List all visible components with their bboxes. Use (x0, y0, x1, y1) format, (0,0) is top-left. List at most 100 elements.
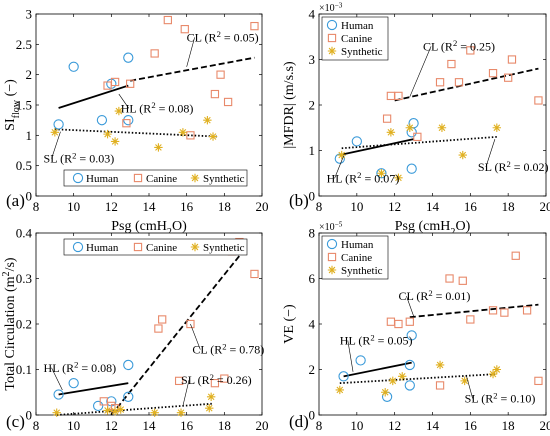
fit-annotation: HL (R2 = 0.08) (44, 360, 117, 375)
fit-line (339, 138, 414, 156)
data-point (388, 376, 397, 386)
legend-label: Human (341, 20, 374, 32)
y-axis-label: |MFDR| (m/s.s) (282, 61, 297, 149)
data-point (250, 21, 259, 31)
data-point (488, 369, 498, 379)
data-point (394, 173, 403, 182)
data-point (52, 408, 61, 417)
annotation-leader (118, 93, 129, 109)
y-tick-label: 6 (309, 271, 316, 286)
panel-label: (b) (289, 191, 309, 210)
y-tick-label: 3 (26, 7, 33, 22)
series-canine (386, 251, 543, 390)
data-point (458, 150, 467, 160)
legend-label: Synthetic (341, 46, 383, 58)
legend: Human Canine Synthetic (63, 169, 248, 187)
legend-marker (327, 265, 337, 275)
x-tick-label: 16 (180, 199, 194, 214)
data-point (210, 89, 220, 99)
legend-label: Human (86, 173, 119, 185)
data-point (126, 79, 135, 88)
x-tick-label: 20 (256, 418, 269, 433)
data-point (435, 381, 445, 390)
data-point (223, 97, 233, 107)
annotation-leader (186, 37, 195, 67)
series-synthetic (335, 360, 502, 397)
legend-marker (326, 19, 338, 31)
legend-marker (327, 46, 337, 56)
data-point (335, 385, 345, 395)
annotation-leader (51, 367, 63, 391)
legend-label: Synthetic (203, 242, 245, 254)
legend-box (63, 169, 248, 187)
data-point (492, 123, 502, 132)
data-point (250, 269, 259, 279)
data-point (93, 400, 104, 412)
data-point (460, 376, 469, 386)
legend-marker (190, 173, 200, 183)
data-point (405, 317, 414, 326)
fit-annotation: SL (R2 = 0.03) (44, 150, 115, 165)
fit-annotation: CL (R2 = 0.25) (423, 38, 495, 53)
x-tick-label: 8 (316, 199, 323, 214)
annotation-leader (406, 296, 414, 317)
series-synthetic (337, 123, 502, 182)
legend-marker (326, 238, 338, 250)
data-point (186, 319, 195, 329)
x-tick-label: 14 (426, 199, 440, 214)
data-point (381, 388, 390, 397)
x-tick-label: 8 (316, 418, 323, 433)
y-tick-label: 0 (26, 189, 33, 204)
data-point (500, 308, 509, 317)
data-point (534, 376, 543, 386)
data-point (123, 359, 134, 371)
data-point (205, 403, 214, 413)
fit-line (341, 135, 497, 150)
data-point (68, 61, 79, 72)
x-tick-label: 14 (143, 418, 157, 433)
fit-line (56, 402, 214, 416)
data-point (406, 163, 417, 174)
data-point (522, 306, 532, 315)
data-point (355, 355, 366, 366)
data-point (504, 73, 513, 82)
x-tick-label: 10 (67, 418, 80, 433)
data-point (404, 359, 415, 371)
y-tick-label: 1 (309, 143, 316, 158)
y-tick-label: 2 (309, 362, 316, 377)
fit-annotation: HL (R2 = 0.05) (340, 332, 413, 347)
data-point (466, 46, 475, 55)
x-tick-label: 14 (426, 418, 440, 433)
data-point (150, 408, 159, 417)
y-tick-label: 0.1 (16, 362, 32, 377)
y-tick-label: 0 (26, 408, 33, 423)
y-tick-label: 2.5 (16, 37, 32, 52)
panel-a: 8 10 12 14 16 18 20 0 0.5 1 1.5 2 2.5 3 Psg (cmH2O) SIf… (3, 7, 269, 238)
fit-annotation: CL (R2 = 0.05) (187, 29, 259, 44)
legend-box (321, 16, 389, 61)
y-axis-label: SIflow (−) (3, 79, 22, 131)
x-tick-label: 20 (540, 199, 550, 214)
series-human (53, 52, 134, 130)
data-point (163, 15, 172, 25)
x-axis-label: Psg (cmH2O) (111, 219, 187, 238)
data-point (435, 78, 445, 87)
panel-label: (a) (6, 191, 25, 210)
x-tick-label: 8 (33, 199, 40, 214)
x-tick-label: 10 (350, 418, 363, 433)
fit-line (58, 382, 129, 396)
x-tick-label: 12 (388, 199, 401, 214)
data-point (216, 70, 225, 79)
y-tick-label: 3 (309, 52, 316, 67)
data-point (488, 306, 498, 315)
y-tick-label: 1.5 (16, 98, 32, 113)
y-tick-label: 8 (309, 226, 316, 241)
fit-annotation: CL (R2 = 0.78) (192, 341, 264, 356)
data-point (382, 114, 392, 123)
y-axis-label: Total Circulation (m2/s) (1, 257, 18, 391)
annotation-leader (347, 340, 354, 372)
y-tick-label: 2 (26, 67, 33, 82)
data-point (50, 128, 60, 137)
data-point (337, 150, 346, 160)
